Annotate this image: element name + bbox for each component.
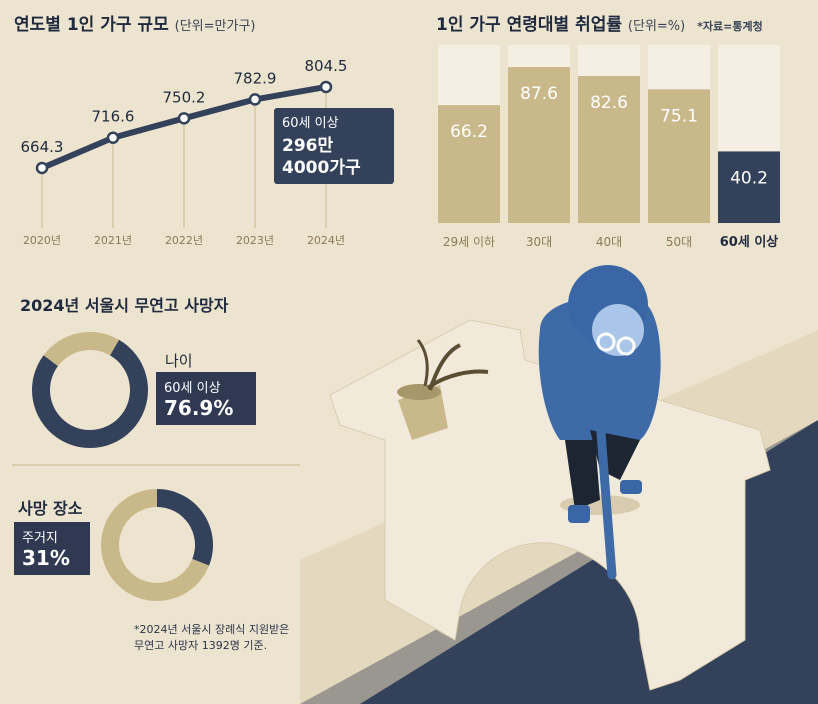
donut2-callout: 주거지 31% — [14, 522, 90, 575]
bar-category-label: 60세 이상 — [720, 234, 779, 250]
line-value-label: 804.5 — [305, 57, 348, 75]
line-point — [319, 80, 333, 94]
donut1-callout-value: 76.9% — [164, 396, 234, 420]
line-point — [106, 131, 120, 144]
line-chart-unit: (단위=만가구) — [174, 19, 256, 34]
callout-label: 60세 이상 — [282, 116, 339, 131]
donut2-callout-value: 31% — [22, 546, 70, 570]
bar-value-label: 75.1 — [660, 106, 698, 126]
donut1-callout-label: 60세 이상 — [164, 381, 221, 396]
bar-chart-unit: (단위=%) — [627, 19, 686, 34]
line-value-label: 782.9 — [234, 69, 277, 87]
bar-category-label: 50대 — [666, 235, 692, 249]
donut-slice — [31, 339, 148, 448]
line-point — [248, 93, 262, 106]
callout-value-2: 4000가구 — [282, 158, 361, 178]
bar-chart-title: 1인 가구 연령대별 취업률 — [436, 15, 622, 35]
bar-category-label: 40대 — [596, 235, 622, 249]
donut1-title: 2024년 서울시 무연고 사망자 — [20, 296, 229, 315]
donut-slice — [157, 489, 213, 566]
bar-value-label: 40.2 — [730, 168, 768, 188]
footnote-line-1: *2024년 서울시 장례식 지원받은 — [134, 623, 290, 636]
line-chart-title: 연도별 1인 가구 규모 — [14, 15, 169, 35]
donut-slice — [101, 489, 210, 601]
plant-cup-illustration — [397, 339, 489, 440]
line-x-tick-label: 2021년 — [94, 234, 132, 247]
bar — [508, 67, 570, 224]
line-value-label: 664.3 — [21, 138, 64, 156]
callout-value-1: 296만 — [282, 136, 334, 156]
line-point — [177, 112, 191, 125]
bar-category-label: 30대 — [526, 235, 552, 249]
donut-chart-age — [31, 332, 148, 448]
line-x-tick-label: 2023년 — [236, 234, 274, 247]
bar-value-label: 87.6 — [520, 84, 558, 104]
bar-value-label: 82.6 — [590, 93, 628, 113]
bar-chart: 66.2 29세 이하 87.6 30대 82.6 40대 75.1 50대 40.2 60세 이… — [438, 45, 780, 250]
bar-chart-title-row: 1인 가구 연령대별 취업률 (단위=%) *자료=통계청 — [436, 10, 763, 35]
donut-slice — [43, 332, 119, 367]
bar-category-label: 29세 이하 — [443, 235, 495, 249]
footnote-line-2: 무연고 사망자 1392명 기준. — [134, 639, 268, 652]
line-chart-title-row: 연도별 1인 가구 규모 (단위=만가구) — [14, 10, 255, 35]
line-value-label: 750.2 — [163, 88, 206, 106]
donut2-title: 사망 장소 — [18, 499, 83, 518]
elderly-person-illustration — [538, 265, 661, 580]
line-x-tick-label: 2024년 — [307, 234, 345, 247]
bar — [578, 75, 640, 223]
line-value-label: 716.6 — [92, 108, 135, 126]
donut2-callout-label: 주거지 — [22, 531, 58, 546]
line-point — [35, 161, 49, 175]
donut-chart-place — [101, 489, 213, 601]
donut1-label: 나이 — [165, 352, 193, 370]
line-x-tick-label: 2022년 — [165, 234, 203, 247]
bar-chart-source: *자료=통계청 — [697, 20, 763, 33]
bar — [718, 151, 780, 223]
line-chart-callout: 60세 이상 296만 4000가구 — [274, 108, 394, 184]
line-x-tick-label: 2020년 — [23, 234, 61, 247]
donut1-callout: 60세 이상 76.9% — [156, 372, 256, 425]
footnote: *2024년 서울시 장례식 지원받은 무연고 사망자 1392명 기준. — [134, 622, 289, 654]
bar — [438, 105, 500, 223]
bar-value-label: 66.2 — [450, 122, 488, 142]
bar — [648, 89, 710, 224]
